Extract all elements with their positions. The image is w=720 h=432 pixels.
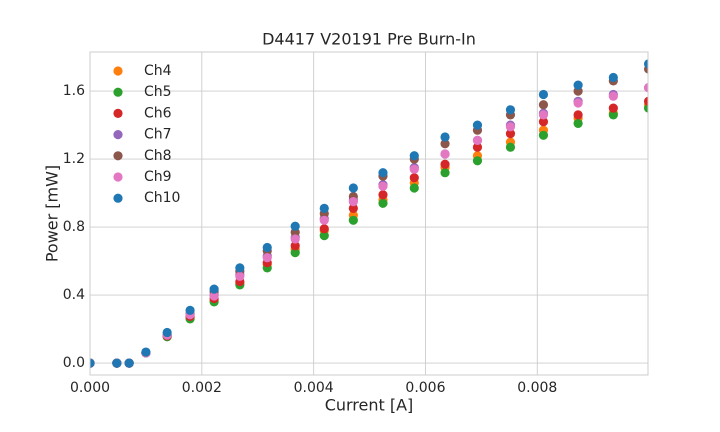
data-point: [643, 103, 648, 113]
data-point: [348, 197, 358, 207]
data-point: [643, 59, 648, 69]
legend-marker: [113, 66, 123, 76]
legend-marker: [113, 130, 123, 140]
legend-marker: [113, 172, 123, 182]
data-point: [440, 168, 450, 178]
data-point: [262, 253, 272, 263]
data-point: [319, 215, 329, 225]
legend-marker: [113, 193, 123, 203]
data-point: [348, 183, 358, 193]
data-point: [472, 120, 483, 130]
legend-marker: [113, 108, 123, 118]
data-point: [141, 347, 151, 357]
data-point: [290, 221, 300, 231]
x-tick-label: 0.004: [294, 380, 334, 396]
data-point: [440, 139, 450, 149]
data-point: [185, 305, 195, 315]
data-point: [319, 224, 329, 234]
data-point: [209, 291, 219, 301]
legend-label: Ch5: [144, 84, 172, 100]
data-point: [290, 241, 300, 251]
data-point: [112, 358, 122, 368]
data-point: [608, 110, 618, 120]
data-point: [538, 100, 549, 110]
data-point: [290, 234, 300, 244]
y-axis-label: Power [mW]: [43, 165, 62, 262]
data-point: [235, 271, 245, 281]
data-point: [348, 215, 358, 225]
data-point: [262, 242, 272, 253]
y-tick-label: 1.6: [63, 83, 85, 99]
chart-title: D4417 V20191 Pre Burn-In: [262, 30, 476, 49]
data-point: [378, 168, 388, 178]
data-point: [608, 91, 618, 101]
data-point: [538, 89, 549, 100]
data-point: [235, 263, 245, 273]
legend-label: Ch8: [144, 148, 172, 164]
legend-marker: [113, 87, 123, 97]
data-point: [162, 327, 172, 338]
data-point: [378, 198, 388, 208]
data-point: [440, 159, 450, 169]
data-point: [573, 110, 583, 120]
y-tick-label: 0.4: [63, 287, 85, 303]
data-point: [538, 110, 549, 120]
data-point: [472, 135, 483, 145]
data-point: [608, 72, 618, 83]
data-point: [573, 80, 583, 90]
data-point: [505, 105, 516, 115]
x-tick-label: 0.000: [70, 380, 110, 396]
data-point: [643, 96, 648, 106]
x-tick-label: 0.008: [517, 380, 557, 396]
data-point: [538, 130, 549, 140]
legend-label: Ch10: [144, 190, 180, 206]
data-point: [538, 117, 549, 127]
y-tick-label: 0.8: [63, 219, 85, 235]
x-tick-label: 0.002: [182, 380, 222, 396]
y-tick-label: 1.2: [63, 151, 85, 167]
data-point: [472, 142, 483, 152]
data-point: [505, 122, 516, 132]
x-axis-label: Current [A]: [325, 396, 414, 415]
data-point: [409, 151, 419, 161]
data-point: [608, 103, 618, 113]
data-point: [573, 98, 583, 108]
data-point: [472, 156, 483, 166]
data-point: [440, 149, 450, 159]
data-point: [573, 118, 583, 128]
data-point: [378, 190, 388, 200]
data-point: [643, 83, 648, 93]
plot-frame: [89, 51, 649, 376]
data-point: [209, 284, 219, 294]
data-point: [319, 203, 329, 213]
data-point: [409, 173, 419, 183]
data-point: [409, 183, 419, 193]
y-tick-label: 0.0: [63, 355, 85, 371]
data-point: [505, 129, 516, 139]
data-point: [440, 132, 450, 142]
legend-marker: [113, 151, 123, 161]
x-tick-label: 0.006: [405, 380, 445, 396]
data-point: [319, 231, 329, 241]
legend-label: Ch9: [144, 169, 172, 185]
data-point: [290, 248, 300, 258]
legend-label: Ch4: [144, 63, 172, 79]
legend-label: Ch6: [144, 105, 172, 121]
data-point: [124, 358, 134, 368]
data-point: [505, 142, 516, 152]
data-point: [409, 164, 419, 174]
data-point: [378, 181, 388, 191]
data-point: [90, 358, 95, 368]
legend-label: Ch7: [144, 127, 172, 143]
data-point: [348, 203, 358, 213]
